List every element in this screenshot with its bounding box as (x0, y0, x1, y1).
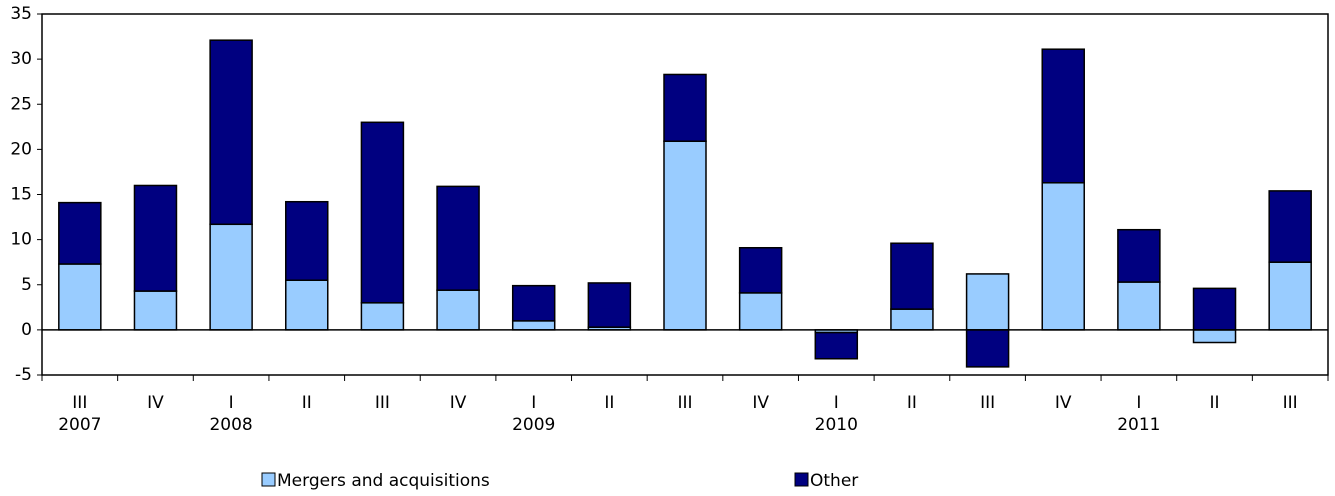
y-tick-label: 5 (21, 275, 32, 295)
x-group-label: 2011 (1117, 415, 1160, 435)
x-tick-label: III (980, 393, 995, 413)
bar-segment (58, 263, 102, 331)
y-tick-label: 0 (21, 320, 32, 340)
bar-segment (738, 246, 783, 294)
bar-segment (360, 302, 405, 331)
x-group-label: 2010 (815, 415, 858, 435)
bar-segment (285, 279, 329, 331)
x-group-label: 2008 (209, 415, 252, 435)
x-tick-label: III (375, 393, 390, 413)
x-tick-label: III (677, 393, 692, 413)
y-tick-label: 35 (10, 4, 32, 24)
legend-label: Other (810, 471, 858, 491)
bar-segment (663, 140, 707, 331)
bar-segment (133, 290, 178, 331)
bar-segment (587, 282, 632, 328)
bar-segment (133, 184, 178, 292)
bar-segment (360, 121, 405, 304)
x-group-label: 2007 (58, 415, 101, 435)
x-tick-label: III (72, 393, 87, 413)
bar-segment (890, 242, 934, 310)
legend-swatch (794, 472, 809, 487)
x-group-label: 2009 (512, 415, 555, 435)
bar-segment (285, 200, 329, 281)
x-tick-label: I (1136, 393, 1141, 413)
bar-segment (1041, 182, 1085, 331)
x-tick-label: II (604, 393, 614, 413)
x-tick-label: IV (1055, 393, 1072, 413)
bar-segment (965, 329, 1010, 368)
bar-segment (511, 284, 556, 322)
y-tick-label: 30 (10, 49, 32, 69)
bar-segment (1192, 287, 1237, 331)
bar-segment (1268, 261, 1312, 331)
x-tick-label: I (834, 393, 839, 413)
x-tick-label: I (531, 393, 536, 413)
x-tick-label: I (229, 393, 234, 413)
x-tick-label: II (907, 393, 917, 413)
legend-label: Mergers and acquisitions (277, 471, 490, 491)
x-tick-label: III (1283, 393, 1298, 413)
x-tick-label: IV (147, 393, 164, 413)
legend-swatch (261, 472, 276, 487)
bar-segment (1041, 48, 1085, 184)
bar-segment (209, 223, 253, 331)
bar-segment (1192, 329, 1237, 344)
bar-segment (436, 185, 480, 291)
bar-segment (436, 289, 480, 331)
bar-segment (58, 201, 102, 265)
bar-segment (738, 292, 783, 331)
bar-segment (209, 39, 253, 226)
bar-segment (1117, 228, 1161, 283)
y-tick-label: 15 (10, 185, 32, 205)
bar-segment (814, 331, 859, 360)
y-tick-label: 25 (10, 94, 32, 114)
x-tick-label: IV (450, 393, 467, 413)
y-tick-label: -5 (15, 365, 32, 385)
bar-segment (1117, 281, 1161, 331)
bar-segment (1268, 190, 1312, 263)
x-tick-label: IV (752, 393, 769, 413)
x-tick-label: II (302, 393, 312, 413)
x-tick-label: II (1210, 393, 1220, 413)
bar-segment (965, 273, 1010, 331)
y-tick-label: 20 (10, 139, 32, 159)
bar-segment (663, 73, 707, 143)
bar-segment (511, 320, 556, 331)
bar-segment (890, 308, 934, 331)
y-tick-label: 10 (10, 230, 32, 250)
